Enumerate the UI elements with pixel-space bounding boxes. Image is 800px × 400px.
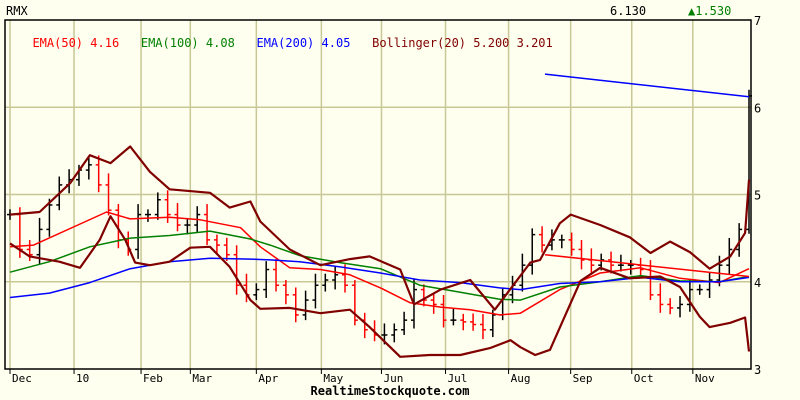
footer-brand: RealtimeStockquote.com (310, 384, 470, 398)
x-axis: Dec 10 Feb Mar Apr May Jun Jul Aug Sep Oct Nov (9, 369, 715, 385)
series-bollinger-lower (9, 215, 751, 358)
legend-value: 4.08 (205, 36, 235, 50)
series-bollinger-upper (9, 145, 751, 311)
legend-ema200: EMA(200) 4.05 (256, 36, 350, 50)
price-change: ▲1.530 (688, 4, 731, 18)
legend-label: EMA(50) (32, 36, 84, 50)
legend-label: EMA(100) (140, 36, 199, 50)
y-tick-label: 7 (754, 14, 761, 28)
y-tick-label: 5 (754, 189, 761, 203)
x-tick-label: Aug (511, 372, 531, 385)
price-bars (7, 89, 752, 345)
change-value: 1.530 (695, 4, 732, 18)
x-tick-label: Dec (12, 372, 32, 385)
legend-label: Bollinger(20) (372, 36, 467, 50)
legend-label: EMA(200) (256, 36, 315, 50)
series-ema-200- (9, 257, 750, 299)
last-price: 6.130 (610, 4, 647, 18)
y-tick-label: 3 (754, 363, 761, 377)
indicator-lines (9, 73, 751, 358)
series-ema-50-level (544, 253, 750, 278)
up-arrow-icon: ▲ (688, 4, 696, 18)
x-tick-label: Jul (448, 372, 468, 385)
x-tick-label: Jun (383, 372, 403, 385)
legend: EMA(50) 4.16 EMA(100) 4.08 EMA(200) 4.05… (18, 22, 553, 50)
x-tick-label: Apr (258, 372, 278, 385)
x-tick-label: Sep (573, 372, 593, 385)
x-tick-label: 10 (76, 372, 89, 385)
legend-bollinger: Bollinger(20) 5.200 3.201 (372, 36, 553, 50)
legend-ema100: EMA(100) 4.08 (141, 36, 235, 50)
legend-ema50: EMA(50) 4.16 (32, 36, 119, 50)
x-tick-label: Oct (634, 372, 654, 385)
legend-value: 4.16 (90, 36, 120, 50)
series-ema-50- (9, 211, 750, 316)
x-tick-label: Nov (695, 372, 715, 385)
x-tick-label: Feb (143, 372, 163, 385)
legend-value: 4.05 (321, 36, 351, 50)
y-tick-label: 6 (754, 101, 761, 115)
y-axis: 3 4 5 6 7 (754, 14, 761, 377)
plot-frame (4, 19, 752, 370)
series-ema-200-level (544, 73, 750, 98)
x-tick-label: May (323, 372, 343, 385)
grid (5, 20, 751, 369)
x-tick-label: Mar (192, 372, 212, 385)
legend-value: 5.200 3.201 (473, 36, 553, 50)
symbol-label: RMX (6, 4, 28, 18)
y-tick-label: 4 (754, 276, 761, 290)
